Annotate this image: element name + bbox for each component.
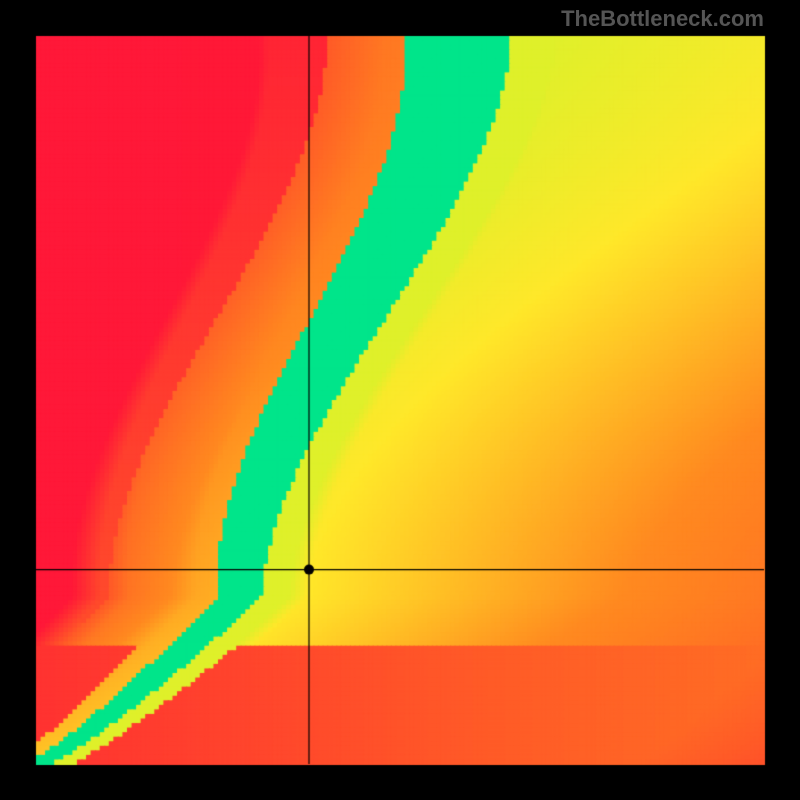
heatmap-canvas (0, 0, 800, 800)
watermark-text: TheBottleneck.com (561, 6, 764, 32)
chart-container: TheBottleneck.com (0, 0, 800, 800)
